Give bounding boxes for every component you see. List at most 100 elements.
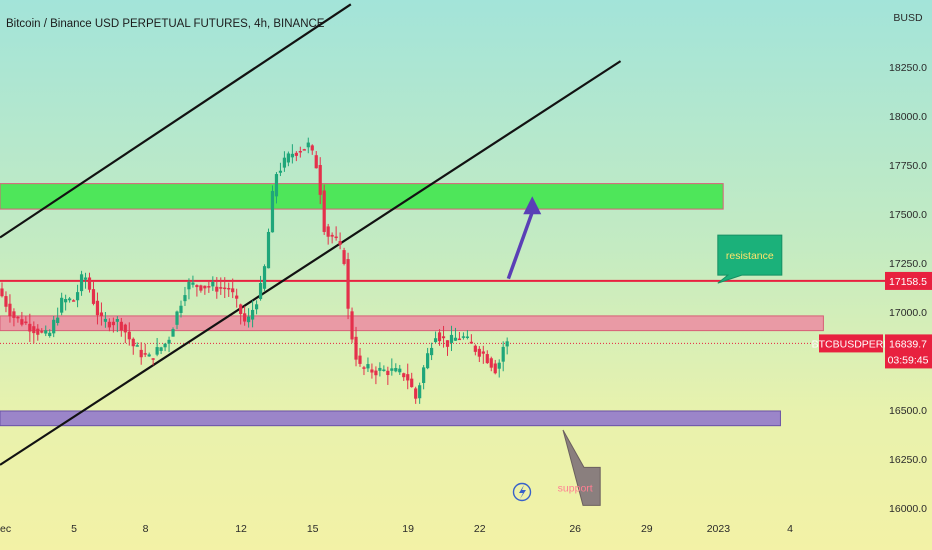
candle-body (286, 153, 290, 163)
candle-body (115, 319, 119, 322)
x-tick-label: 26 (569, 523, 581, 535)
candle-body (298, 151, 302, 153)
candle-body (71, 300, 76, 302)
x-tick-label: 12 (235, 523, 247, 535)
candle-body (429, 347, 434, 356)
candle-body (175, 311, 179, 325)
symbol-tag (819, 334, 883, 353)
y-tick-label: 18000.0 (889, 111, 927, 123)
candle-body (481, 351, 485, 354)
x-tick-label: 8 (143, 523, 149, 535)
arrow-head (523, 196, 542, 215)
candle-body (378, 367, 382, 371)
candle-body (36, 328, 40, 335)
candle-body (266, 231, 271, 269)
candle-body (52, 319, 56, 334)
candle-body (48, 332, 52, 337)
candle-body (20, 319, 24, 325)
candle-body (398, 368, 402, 373)
candle-body (390, 368, 394, 371)
candle-body (330, 234, 334, 237)
candle-body (87, 277, 92, 290)
candle-body (322, 190, 326, 232)
candle-body (227, 287, 231, 290)
candle-body (422, 367, 426, 383)
candle-body (338, 241, 342, 245)
candle-body (274, 174, 279, 197)
candle-body (179, 305, 183, 313)
candle-body (461, 336, 466, 338)
candle-body (306, 142, 310, 148)
candle-body (394, 368, 398, 372)
candle-body (294, 152, 298, 156)
candle-body (155, 347, 159, 355)
y-tick-label: 16000.0 (889, 503, 927, 515)
candle-body (171, 329, 175, 337)
candle-body (247, 316, 251, 323)
candle-body (147, 354, 151, 357)
y-tick-label: 17750.0 (889, 160, 927, 172)
candle-body (183, 295, 187, 302)
candle-body (56, 317, 60, 323)
candle-body (159, 347, 163, 351)
x-tick-label: 19 (402, 523, 414, 535)
candle-body (290, 153, 294, 158)
upper-green-zone (0, 183, 724, 210)
candle-body (163, 343, 167, 348)
candle-body (40, 331, 44, 333)
candle-body (239, 304, 243, 315)
y-tick-label: 18250.0 (889, 62, 927, 74)
candle-body (258, 282, 263, 300)
candle-body (143, 353, 147, 355)
candle-body (235, 295, 239, 299)
resistance-label: resistance (726, 250, 774, 262)
candle-body (123, 324, 127, 333)
candle-body (167, 339, 171, 344)
candle-body (485, 354, 489, 364)
candle-body (370, 369, 374, 373)
candle-body (12, 311, 16, 318)
candle-body (497, 362, 501, 369)
candle-body (310, 145, 314, 151)
y-tick-label: 17250.0 (889, 258, 927, 270)
countdown-label: 03:59:45 (888, 354, 929, 366)
candle-body (505, 341, 509, 347)
support-callout (562, 429, 601, 506)
candle-body (473, 345, 477, 352)
candle-body (24, 321, 28, 324)
candle-body (68, 298, 72, 301)
candle-body (501, 346, 505, 362)
candle-body (99, 312, 104, 317)
candle-body (219, 287, 223, 289)
candle-body (195, 285, 199, 288)
y-tick-label: 17500.0 (889, 209, 927, 221)
candle-body (0, 288, 4, 297)
candle-body (254, 304, 259, 310)
candle-body (28, 323, 32, 332)
candle-body (75, 292, 80, 301)
candle-body (457, 338, 462, 341)
candle-body (410, 378, 414, 388)
candle-body (187, 281, 191, 290)
symbol-label: BTCBUSDPERP (812, 338, 891, 350)
candle-body (250, 309, 255, 320)
channel-line-2 (0, 60, 622, 466)
candle-body (402, 373, 406, 378)
candle-body (111, 321, 115, 326)
x-tick-label: 2023 (707, 523, 731, 535)
candle-body (453, 337, 458, 341)
candle-body (469, 341, 473, 344)
candle-body (302, 149, 306, 151)
purple-zone (0, 410, 781, 427)
y-tick-label: 16500.0 (889, 405, 927, 417)
candle-body (32, 326, 36, 334)
currency-label: BUSD (893, 12, 923, 24)
arrow-shaft (506, 211, 534, 280)
resistance-price-label: 17158.5 (889, 276, 927, 288)
candle-body (437, 332, 442, 342)
candle-body (441, 336, 446, 339)
candle-body (350, 311, 354, 340)
candle-body (334, 236, 338, 239)
x-tick-label: 29 (641, 523, 653, 535)
